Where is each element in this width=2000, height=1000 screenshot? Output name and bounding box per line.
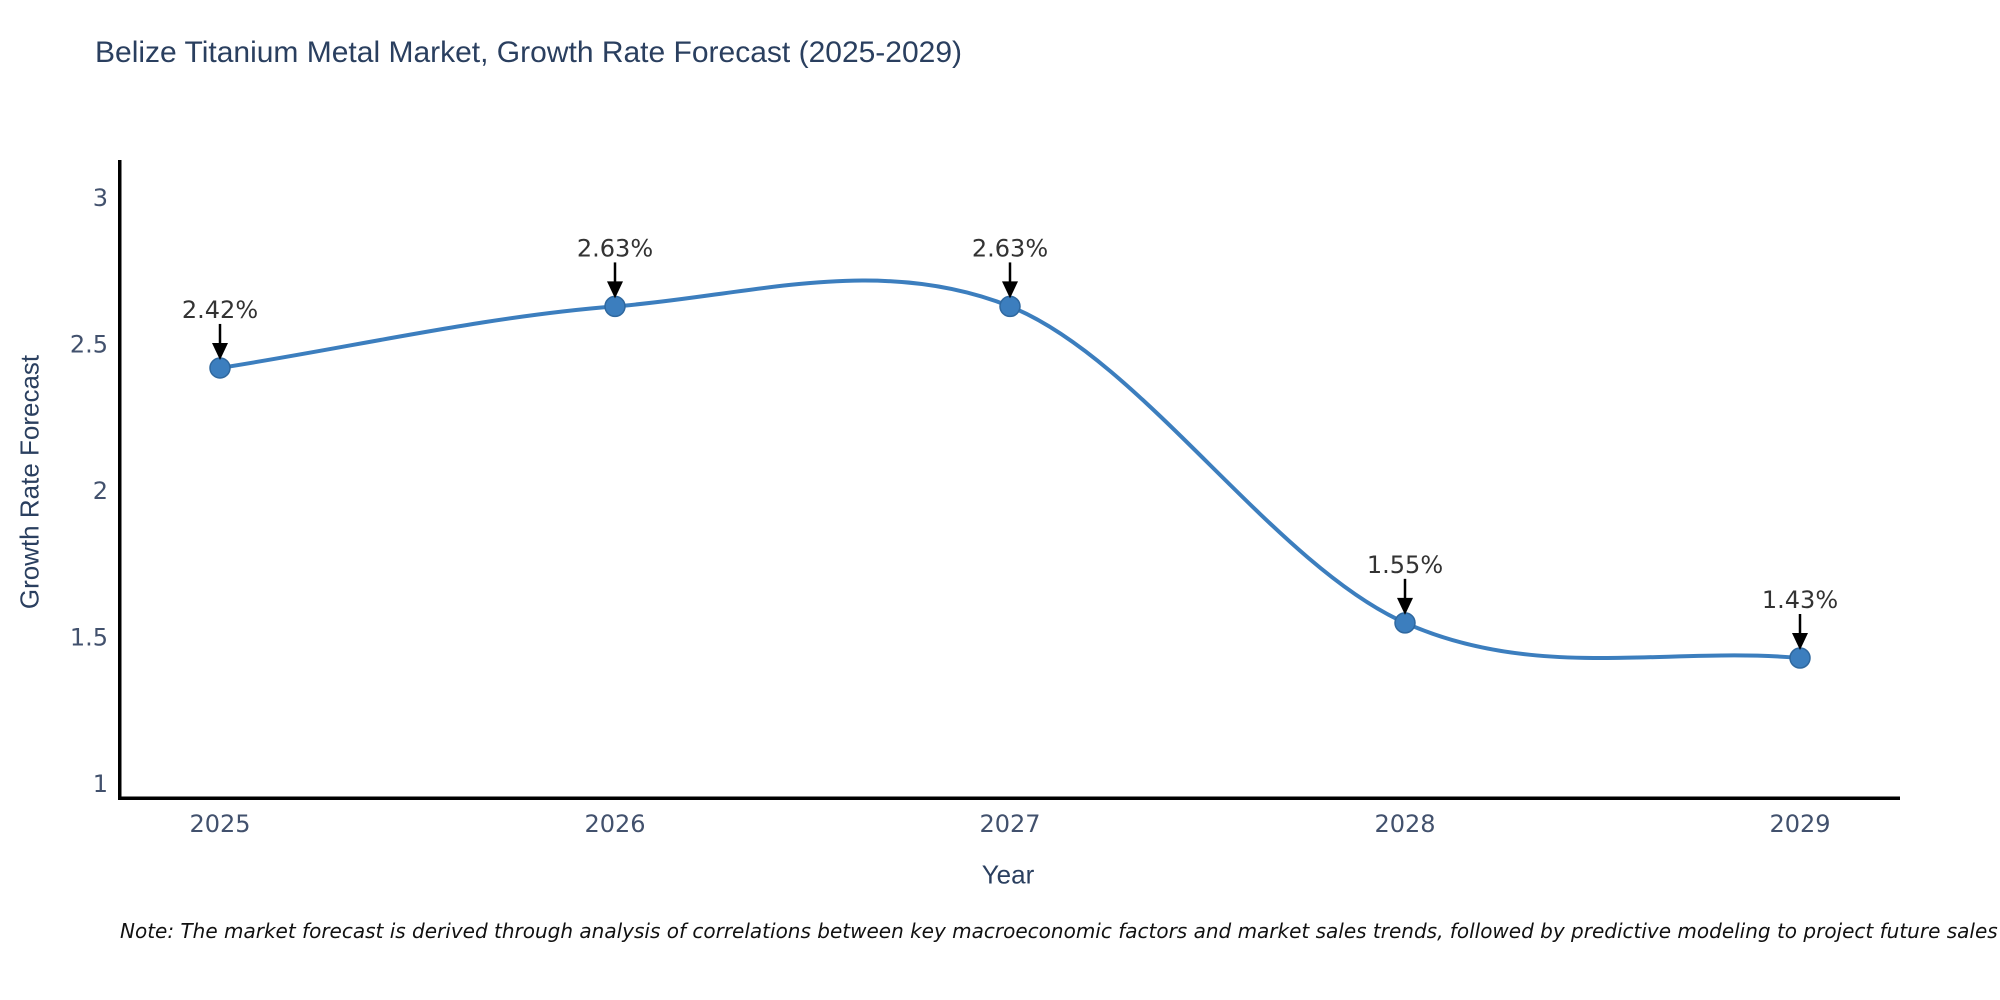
- x-tick-label: 2029: [1769, 810, 1830, 838]
- annotation-arrowhead-icon: [607, 281, 623, 299]
- annotation-arrowhead-icon: [1002, 281, 1018, 299]
- axis-lines: [118, 160, 1900, 800]
- data-point-2029: [1789, 647, 1811, 669]
- point-annotation-label: 2.63%: [972, 234, 1048, 262]
- annotation-arrowhead-icon: [212, 342, 228, 360]
- data-point-2027: [999, 295, 1021, 318]
- annotation-arrowhead-icon: [1397, 597, 1413, 615]
- y-tick-label: 2.5: [70, 331, 108, 359]
- y-axis-title: Growth Rate Forecast: [14, 354, 45, 610]
- y-tick-label: 1.5: [70, 624, 108, 652]
- x-tick-label: 2025: [189, 810, 250, 838]
- data-point-2028: [1394, 612, 1416, 634]
- data-point-2025: [209, 357, 231, 379]
- annotation-arrowhead-icon: [1792, 633, 1808, 651]
- y-tick-label: 3: [93, 184, 108, 212]
- point-annotation-label: 2.42%: [182, 296, 258, 324]
- x-axis-title: Year: [981, 859, 1035, 890]
- y-tick-label: 1: [93, 770, 108, 798]
- point-annotation-label: 1.55%: [1367, 551, 1443, 579]
- forecast-line: [218, 278, 1802, 661]
- x-tick-label: 2026: [584, 810, 645, 838]
- point-annotation-label: 2.63%: [577, 234, 653, 262]
- point-annotation-label: 1.43%: [1762, 586, 1838, 614]
- chart-title: Belize Titanium Metal Market, Growth Rat…: [95, 36, 963, 69]
- y-tick-label: 2: [93, 477, 108, 505]
- x-tick-label: 2027: [979, 810, 1040, 838]
- data-point-2026: [604, 295, 626, 318]
- footnote: Note: The market forecast is derived thr…: [120, 919, 1998, 943]
- x-tick-label: 2028: [1374, 810, 1435, 838]
